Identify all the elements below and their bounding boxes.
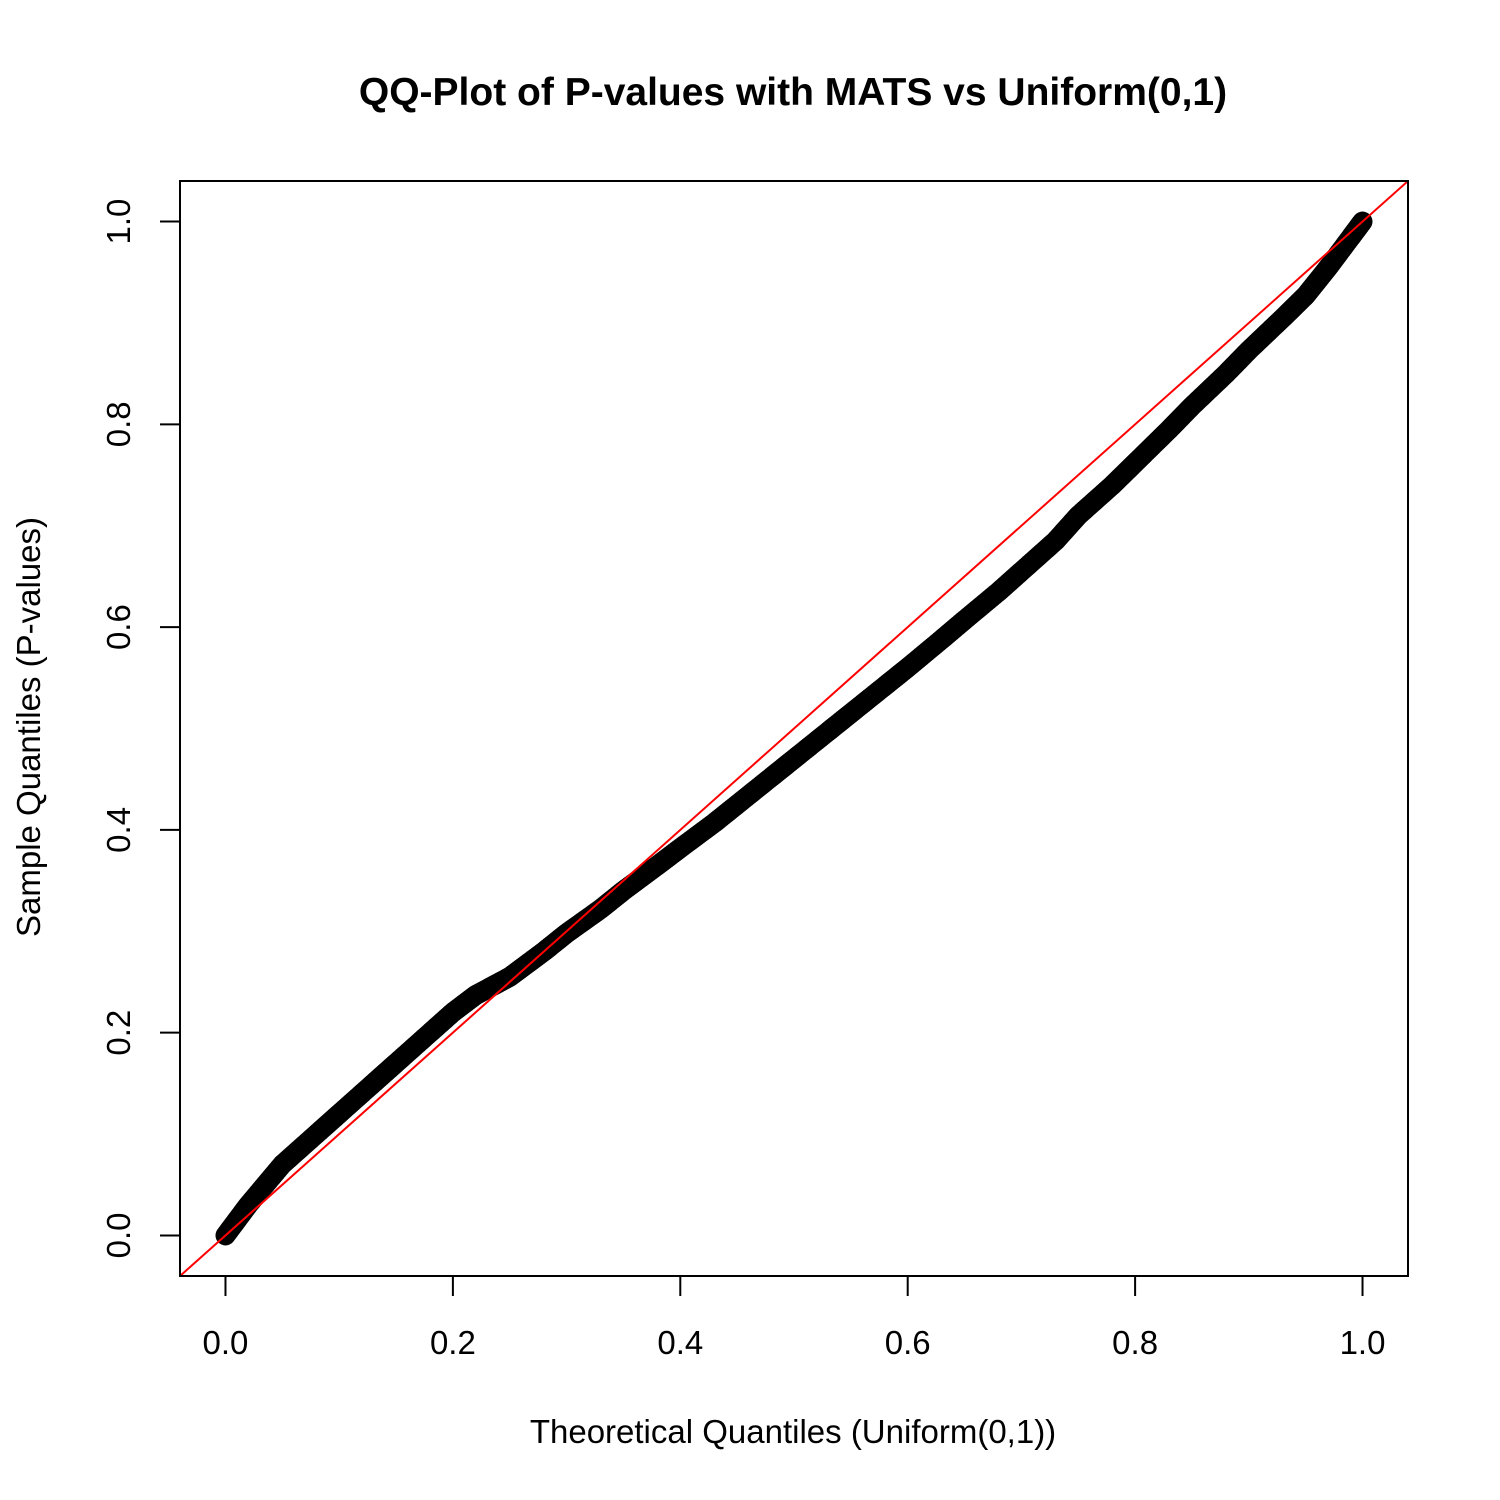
- x-axis: 0.0 0.2 0.4 0.6 0.8 1.0: [203, 1275, 1386, 1361]
- x-axis-label: Theoretical Quantiles (Uniform(0,1)): [530, 1413, 1056, 1450]
- y-tick-label: 0.8: [100, 401, 137, 447]
- y-tick-label: 0.6: [100, 604, 137, 650]
- reference-line: [180, 181, 1408, 1276]
- y-tick-label: 0.2: [100, 1010, 137, 1056]
- y-tick-label: 0.4: [100, 807, 137, 853]
- chart-title: QQ-Plot of P-values with MATS vs Uniform…: [359, 71, 1227, 114]
- qq-points: [215, 211, 1373, 1246]
- y-axis: 0.0 0.2 0.4 0.6 0.8 1.0: [100, 199, 181, 1259]
- x-tick-label: 0.0: [203, 1324, 249, 1361]
- y-tick-label: 1.0: [100, 199, 137, 245]
- x-tick-label: 0.2: [430, 1324, 476, 1361]
- x-tick-label: 0.6: [885, 1324, 931, 1361]
- y-axis-label: Sample Quantiles (P-values): [10, 517, 47, 937]
- x-tick-label: 0.4: [657, 1324, 703, 1361]
- x-tick-label: 0.8: [1112, 1324, 1158, 1361]
- x-tick-label: 1.0: [1340, 1324, 1386, 1361]
- y-tick-label: 0.0: [100, 1213, 137, 1259]
